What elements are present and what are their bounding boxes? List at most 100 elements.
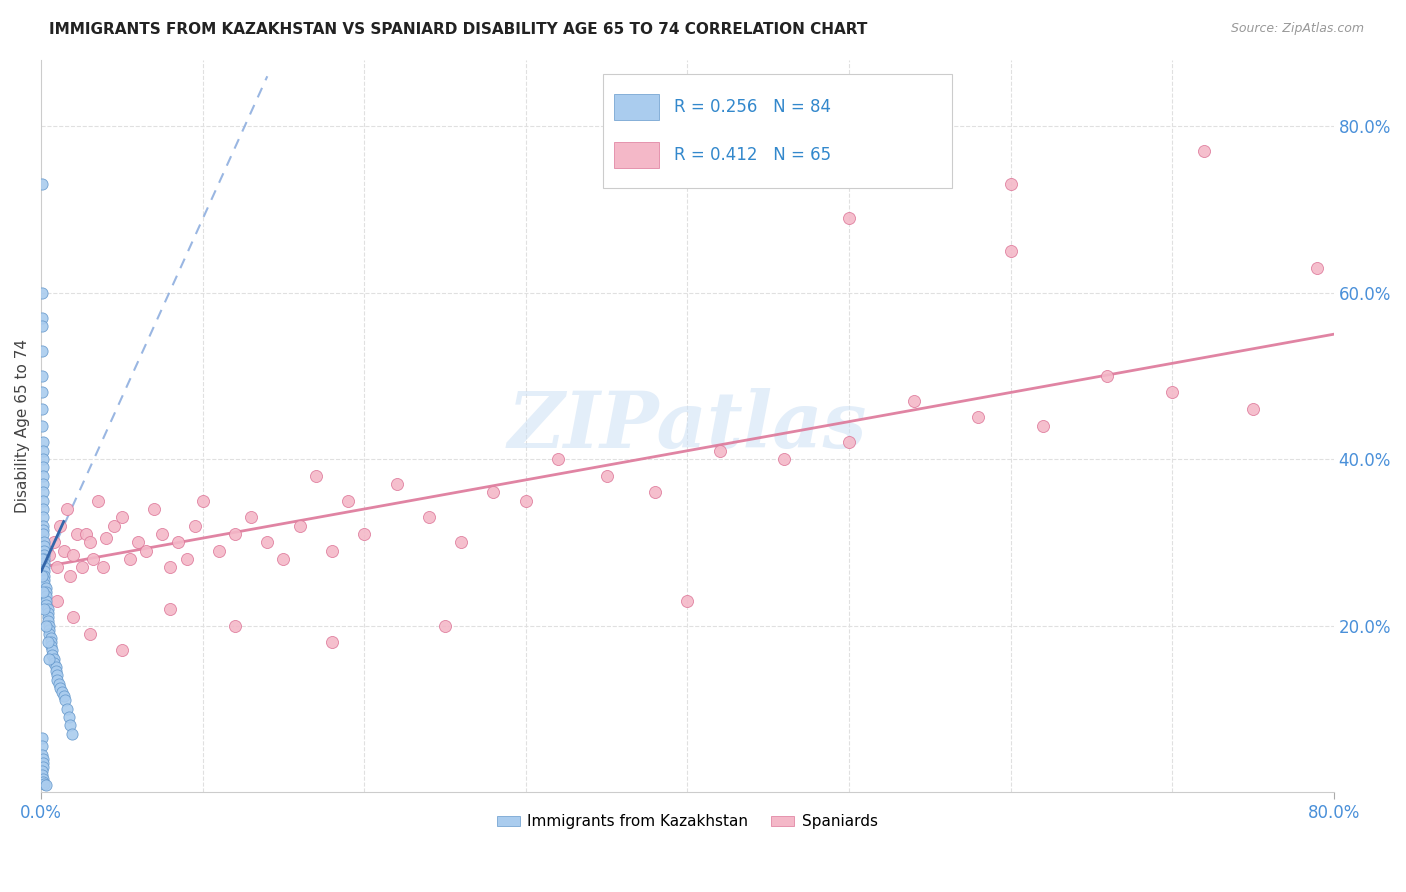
- Point: [31, 418, 53, 433]
- Point: [32, 543, 55, 558]
- Point: [208, 543, 231, 558]
- Point: [31, 502, 53, 516]
- Point: [31, 343, 53, 358]
- Point: [38, 652, 60, 666]
- Text: ZIPatlas: ZIPatlas: [508, 387, 868, 464]
- Point: [39, 640, 62, 654]
- Point: [66, 527, 89, 541]
- Point: [183, 518, 205, 533]
- Point: [1194, 144, 1216, 158]
- Point: [159, 560, 181, 574]
- Point: [31, 585, 53, 599]
- Point: [353, 527, 375, 541]
- Point: [32, 552, 55, 566]
- Point: [482, 485, 505, 500]
- Point: [1097, 368, 1119, 383]
- Point: [35, 585, 58, 599]
- Point: [773, 452, 796, 467]
- Point: [31, 477, 53, 491]
- Point: [111, 643, 134, 657]
- Point: [38, 548, 60, 562]
- Point: [35, 778, 58, 792]
- Point: [79, 535, 101, 549]
- Point: [547, 452, 569, 467]
- Point: [37, 615, 59, 629]
- Point: [31, 443, 53, 458]
- Point: [1306, 260, 1329, 275]
- Point: [35, 593, 58, 607]
- Point: [45, 665, 67, 679]
- Point: [37, 635, 59, 649]
- Point: [41, 643, 63, 657]
- Point: [31, 368, 53, 383]
- Point: [35, 618, 58, 632]
- Point: [595, 468, 617, 483]
- Point: [59, 718, 82, 732]
- Point: [1000, 178, 1022, 192]
- Point: [79, 627, 101, 641]
- Point: [256, 535, 278, 549]
- Point: [56, 702, 79, 716]
- Point: [644, 485, 666, 500]
- Point: [31, 452, 53, 467]
- Point: [35, 581, 58, 595]
- Point: [31, 552, 53, 566]
- Point: [34, 556, 56, 570]
- Point: [37, 602, 59, 616]
- Point: [38, 627, 60, 641]
- Point: [37, 606, 59, 620]
- Text: Source: ZipAtlas.com: Source: ZipAtlas.com: [1230, 22, 1364, 36]
- Point: [288, 518, 311, 533]
- Point: [31, 739, 53, 754]
- Point: [62, 610, 84, 624]
- Point: [38, 623, 60, 637]
- Point: [31, 731, 53, 745]
- Point: [94, 531, 117, 545]
- Point: [903, 393, 925, 408]
- Point: [46, 668, 69, 682]
- Point: [240, 510, 263, 524]
- Point: [135, 543, 157, 558]
- Point: [337, 493, 360, 508]
- Point: [918, 144, 941, 158]
- Point: [34, 573, 56, 587]
- Point: [34, 577, 56, 591]
- Point: [34, 560, 56, 574]
- Point: [46, 560, 69, 574]
- Point: [418, 510, 440, 524]
- Point: [224, 618, 246, 632]
- Point: [31, 468, 53, 483]
- Point: [31, 318, 53, 333]
- Point: [31, 178, 53, 192]
- Text: IMMIGRANTS FROM KAZAKHSTAN VS SPANIARD DISABILITY AGE 65 TO 74 CORRELATION CHART: IMMIGRANTS FROM KAZAKHSTAN VS SPANIARD D…: [49, 22, 868, 37]
- Point: [51, 685, 73, 699]
- Point: [31, 435, 53, 450]
- Point: [111, 510, 134, 524]
- Point: [159, 602, 181, 616]
- Point: [34, 777, 56, 791]
- Point: [1032, 418, 1054, 433]
- Point: [273, 552, 295, 566]
- Point: [31, 402, 53, 417]
- Point: [176, 552, 198, 566]
- Point: [34, 602, 56, 616]
- Point: [91, 560, 114, 574]
- Point: [32, 527, 55, 541]
- Point: [31, 760, 53, 774]
- Point: [52, 690, 75, 704]
- Point: [31, 772, 53, 787]
- Point: [31, 764, 53, 779]
- Point: [385, 477, 408, 491]
- Point: [52, 543, 75, 558]
- Point: [32, 523, 55, 537]
- Point: [31, 485, 53, 500]
- Point: [1000, 244, 1022, 258]
- Point: [515, 493, 537, 508]
- Point: [42, 652, 65, 666]
- Point: [150, 527, 173, 541]
- Point: [35, 590, 58, 604]
- Point: [676, 593, 699, 607]
- Point: [39, 635, 62, 649]
- Point: [31, 510, 53, 524]
- Point: [34, 565, 56, 579]
